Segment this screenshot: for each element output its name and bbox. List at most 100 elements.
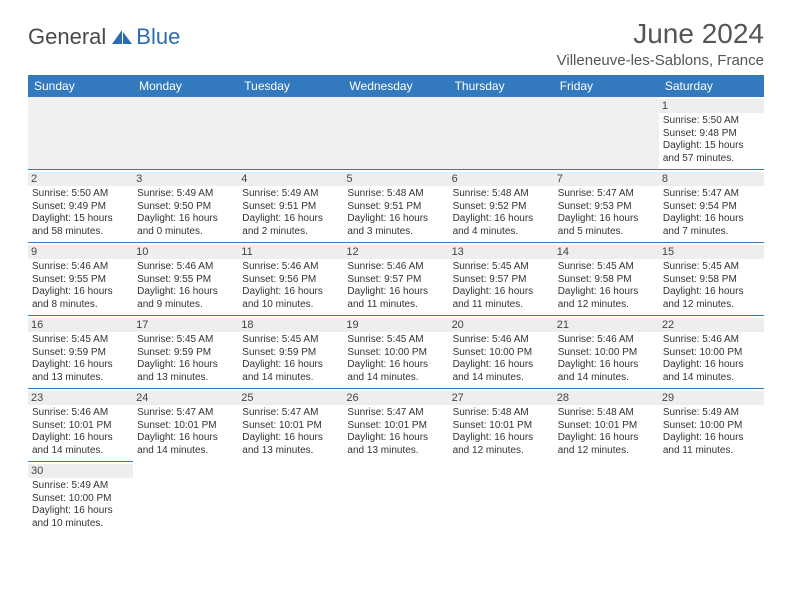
sunrise-text: Sunrise: 5:49 AM <box>32 480 129 493</box>
sunset-text: Sunset: 9:55 PM <box>32 274 129 287</box>
sail-icon <box>110 28 134 46</box>
sunrise-text: Sunrise: 5:45 AM <box>453 261 550 274</box>
sunrise-text: Sunrise: 5:46 AM <box>242 261 339 274</box>
day-number: 18 <box>238 318 343 332</box>
calendar-cell <box>554 97 659 170</box>
sunset-text: Sunset: 10:00 PM <box>347 347 444 360</box>
sunset-text: Sunset: 9:49 PM <box>32 201 129 214</box>
sunrise-text: Sunrise: 5:45 AM <box>32 334 129 347</box>
day-info: Sunrise: 5:48 AMSunset: 10:01 PMDaylight… <box>558 407 655 457</box>
daylight-text: Daylight: 16 hours and 5 minutes. <box>558 213 655 238</box>
calendar-cell: 22Sunrise: 5:46 AMSunset: 10:00 PMDaylig… <box>659 316 764 389</box>
calendar-cell: 14Sunrise: 5:45 AMSunset: 9:58 PMDayligh… <box>554 243 659 316</box>
day-info: Sunrise: 5:48 AMSunset: 9:51 PMDaylight:… <box>347 188 444 238</box>
day-info: Sunrise: 5:45 AMSunset: 9:59 PMDaylight:… <box>32 334 129 384</box>
calendar-row: 23Sunrise: 5:46 AMSunset: 10:01 PMDaylig… <box>28 389 764 462</box>
daylight-text: Daylight: 16 hours and 10 minutes. <box>242 286 339 311</box>
weekday-sunday: Sunday <box>28 75 133 97</box>
day-info: Sunrise: 5:49 AMSunset: 9:51 PMDaylight:… <box>242 188 339 238</box>
day-number: 21 <box>554 318 659 332</box>
day-info: Sunrise: 5:48 AMSunset: 9:52 PMDaylight:… <box>453 188 550 238</box>
daylight-text: Daylight: 16 hours and 12 minutes. <box>558 432 655 457</box>
sunrise-text: Sunrise: 5:45 AM <box>347 334 444 347</box>
day-info: Sunrise: 5:47 AMSunset: 9:53 PMDaylight:… <box>558 188 655 238</box>
calendar-cell: 10Sunrise: 5:46 AMSunset: 9:55 PMDayligh… <box>133 243 238 316</box>
sunset-text: Sunset: 10:00 PM <box>663 347 760 360</box>
logo-text-blue: Blue <box>136 24 180 50</box>
calendar-row: 1Sunrise: 5:50 AMSunset: 9:48 PMDaylight… <box>28 97 764 170</box>
day-number: 16 <box>28 318 133 332</box>
sunrise-text: Sunrise: 5:50 AM <box>32 188 129 201</box>
calendar-cell: 27Sunrise: 5:48 AMSunset: 10:01 PMDaylig… <box>449 389 554 462</box>
day-number: 29 <box>659 391 764 405</box>
calendar-cell: 17 Sunrise: 5:45 AMSunset: 9:59 PMDayligh… <box>133 316 238 389</box>
calendar-cell <box>343 462 448 535</box>
sunrise-text: Sunrise: 5:48 AM <box>558 407 655 420</box>
day-info: Sunrise: 5:50 AMSunset: 9:49 PMDaylight:… <box>32 188 129 238</box>
sunset-text: Sunset: 10:01 PM <box>242 420 339 433</box>
day-info: Sunrise: 5:45 AMSunset: 9:57 PMDaylight:… <box>453 261 550 311</box>
daylight-text: Daylight: 16 hours and 12 minutes. <box>453 432 550 457</box>
day-number: 9 <box>28 245 133 259</box>
calendar-cell: 4 Sunrise: 5:49 AMSunset: 9:51 PMDaylight… <box>238 170 343 243</box>
title-block: June 2024 Villeneuve-les-Sablons, France <box>557 18 764 69</box>
daylight-text: Daylight: 16 hours and 13 minutes. <box>137 359 234 384</box>
daylight-text: Daylight: 16 hours and 7 minutes. <box>663 213 760 238</box>
sunset-text: Sunset: 9:54 PM <box>663 201 760 214</box>
calendar-cell <box>449 97 554 170</box>
day-number: 19 <box>343 318 448 332</box>
daylight-text: Daylight: 16 hours and 11 minutes. <box>347 286 444 311</box>
day-info: Sunrise: 5:45 AMSunset: 9:59 PMDaylight:… <box>242 334 339 384</box>
day-number: 1 <box>659 99 764 113</box>
calendar-cell: 13Sunrise: 5:45 AMSunset: 9:57 PMDayligh… <box>449 243 554 316</box>
calendar-cell: 19Sunrise: 5:45 AMSunset: 10:00 PMDaylig… <box>343 316 448 389</box>
day-info: Sunrise: 5:46 AMSunset: 10:00 PMDaylight… <box>558 334 655 384</box>
month-title: June 2024 <box>557 18 764 50</box>
weekday-monday: Monday <box>133 75 238 97</box>
sunrise-text: Sunrise: 5:46 AM <box>663 334 760 347</box>
calendar-cell: 24Sunrise: 5:47 AMSunset: 10:01 PMDaylig… <box>133 389 238 462</box>
calendar-cell <box>659 462 764 535</box>
sunset-text: Sunset: 10:00 PM <box>558 347 655 360</box>
day-info: Sunrise: 5:45 AMSunset: 9:58 PMDaylight:… <box>558 261 655 311</box>
sunrise-text: Sunrise: 5:48 AM <box>453 188 550 201</box>
calendar-cell: 8Sunrise: 5:47 AMSunset: 9:54 PMDaylight… <box>659 170 764 243</box>
sunset-text: Sunset: 9:58 PM <box>663 274 760 287</box>
calendar-cell: 26Sunrise: 5:47 AMSunset: 10:01 PMDaylig… <box>343 389 448 462</box>
daylight-text: Daylight: 15 hours and 58 minutes. <box>32 213 129 238</box>
sunset-text: Sunset: 9:59 PM <box>242 347 339 360</box>
calendar-cell <box>238 462 343 535</box>
calendar-row: 2Sunrise: 5:50 AMSunset: 9:49 PMDaylight… <box>28 170 764 243</box>
day-number: 2 <box>28 172 133 186</box>
day-number: 24 <box>133 391 238 405</box>
day-number: 17 <box>133 318 238 332</box>
weekday-thursday: Thursday <box>449 75 554 97</box>
sunset-text: Sunset: 9:48 PM <box>663 128 760 141</box>
daylight-text: Daylight: 16 hours and 9 minutes. <box>137 286 234 311</box>
sunrise-text: Sunrise: 5:46 AM <box>32 407 129 420</box>
calendar-cell: 7Sunrise: 5:47 AMSunset: 9:53 PMDaylight… <box>554 170 659 243</box>
day-info: Sunrise: 5:49 AMSunset: 10:00 PMDaylight… <box>663 407 760 457</box>
weekday-header-row: Sunday Monday Tuesday Wednesday Thursday… <box>28 75 764 97</box>
calendar-cell: 25Sunrise: 5:47 AMSunset: 10:01 PMDaylig… <box>238 389 343 462</box>
daylight-text: Daylight: 16 hours and 12 minutes. <box>663 286 760 311</box>
daylight-text: Daylight: 16 hours and 2 minutes. <box>242 213 339 238</box>
calendar-cell: 2 Sunrise: 5:50 AMSunset: 9:49 PMDaylight… <box>28 170 133 243</box>
day-number: 4 <box>238 172 343 186</box>
sunrise-text: Sunrise: 5:49 AM <box>663 407 760 420</box>
daylight-text: Daylight: 16 hours and 0 minutes. <box>137 213 234 238</box>
sunset-text: Sunset: 9:57 PM <box>347 274 444 287</box>
calendar-cell: 11Sunrise: 5:46 AMSunset: 9:56 PMDayligh… <box>238 243 343 316</box>
day-info: Sunrise: 5:45 AMSunset: 9:59 PMDaylight:… <box>137 334 234 384</box>
daylight-text: Daylight: 15 hours and 57 minutes. <box>663 140 760 165</box>
header: General Blue June 2024 Villeneuve-les-Sa… <box>28 18 764 69</box>
weekday-wednesday: Wednesday <box>343 75 448 97</box>
calendar-row: 9 Sunrise: 5:46 AM Sunset: 9:55 PM Daylight… <box>28 243 764 316</box>
calendar-cell: 15Sunrise: 5:45 AMSunset: 9:58 PMDayligh… <box>659 243 764 316</box>
day-number: 8 <box>659 172 764 186</box>
logo: General Blue <box>28 24 180 50</box>
sunset-text: Sunset: 9:51 PM <box>242 201 339 214</box>
calendar-cell: 20Sunrise: 5:46 AMSunset: 10:00 PMDaylig… <box>449 316 554 389</box>
calendar-cell <box>133 97 238 170</box>
sunrise-text: Sunrise: 5:46 AM <box>347 261 444 274</box>
